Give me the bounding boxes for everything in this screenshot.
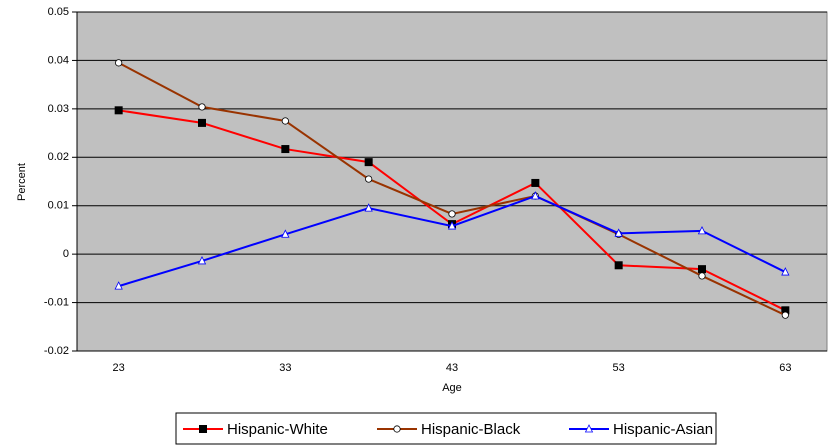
marker (198, 103, 206, 111)
marker (614, 261, 623, 270)
y-tick-label: 0 (63, 248, 69, 260)
y-tick-label: 0.05 (48, 6, 69, 18)
legend-box (175, 412, 717, 445)
x-tick-label: 53 (613, 362, 625, 374)
x-axis-label: Age (442, 382, 462, 394)
marker (197, 256, 207, 265)
marker (198, 118, 206, 127)
y-tick-label: 0.01 (48, 200, 69, 212)
marker (447, 221, 457, 230)
marker (698, 265, 706, 274)
legend-label: Hispanic-Asian (613, 421, 713, 438)
y-tick-label: -0.01 (44, 296, 69, 308)
marker (698, 272, 706, 280)
y-axis-label: Percent (16, 163, 28, 201)
y-tick-label: 0.04 (48, 54, 69, 66)
marker (364, 158, 373, 167)
x-tick-label: 63 (779, 362, 791, 374)
marker (448, 210, 456, 218)
marker (781, 311, 789, 319)
x-tick-label: 23 (113, 362, 125, 374)
marker (114, 281, 123, 290)
legend-marker (199, 425, 207, 433)
x-tick-label: 33 (279, 362, 291, 374)
marker (531, 191, 540, 200)
plot-area (76, 11, 828, 352)
marker (114, 106, 123, 115)
y-tick-label: 0.03 (48, 103, 69, 115)
marker (281, 145, 290, 154)
marker (365, 175, 373, 183)
legend-marker (393, 425, 401, 433)
y-tick-label: -0.02 (44, 345, 69, 357)
marker (781, 267, 790, 276)
legend-label: Hispanic-White (227, 421, 328, 438)
legend-marker (584, 424, 594, 433)
marker (697, 226, 707, 235)
y-tick-label: 0.02 (48, 151, 69, 163)
marker (281, 229, 290, 238)
marker (614, 228, 623, 237)
marker (115, 59, 123, 67)
marker (531, 178, 540, 187)
marker (364, 203, 373, 212)
x-tick-label: 43 (446, 362, 458, 374)
marker (281, 117, 289, 125)
legend-label: Hispanic-Black (421, 421, 521, 438)
